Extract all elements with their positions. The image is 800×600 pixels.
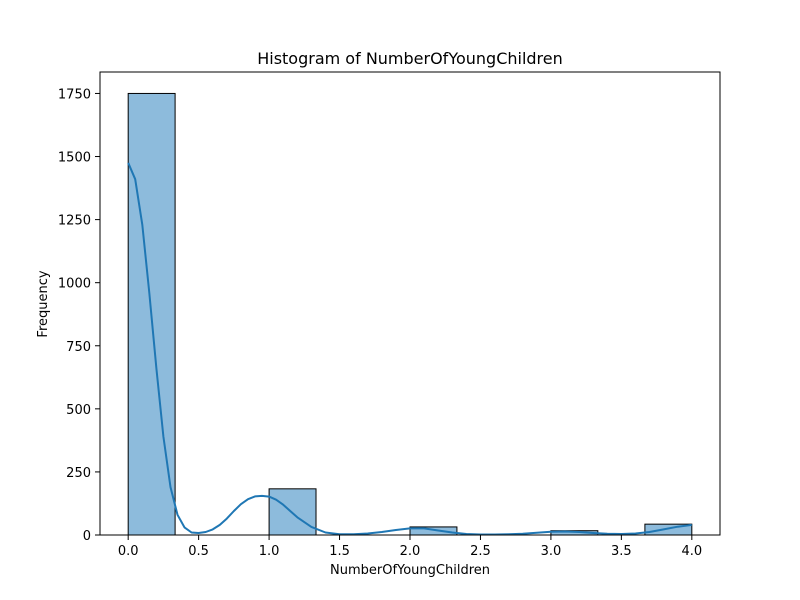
x-axis-ticks: 0.0 0.5 1.0 1.5 2.0 2.5 3.0 3.5 4.0 [118, 535, 702, 559]
kde-curve [127, 162, 692, 536]
bars-layer [127, 92, 693, 536]
y-tick-label: 500 [66, 403, 91, 418]
y-tick-label: 750 [66, 340, 91, 355]
y-tick-label: 1000 [58, 277, 91, 292]
y-tick-label: 1500 [58, 151, 91, 166]
x-tick-label: 1.5 [329, 544, 350, 559]
x-tick-label: 3.5 [611, 544, 632, 559]
y-tick-label: 250 [66, 466, 91, 481]
chart-title: Histogram of NumberOfYoungChildren [257, 49, 563, 68]
x-tick-label: 0.5 [188, 544, 209, 559]
x-tick-label: 4.0 [681, 544, 702, 559]
x-tick-label: 3.0 [541, 544, 562, 559]
x-tick-label: 2.0 [400, 544, 421, 559]
y-tick-label: 1750 [58, 87, 91, 102]
x-tick-label: 2.5 [470, 544, 491, 559]
plot-area-frame [99, 71, 721, 536]
y-tick-label: 0 [83, 529, 91, 544]
x-tick-label: 1.0 [259, 544, 280, 559]
x-axis-label: NumberOfYoungChildren [330, 563, 490, 578]
y-tick-label: 1250 [58, 214, 91, 229]
y-axis-label: Frequency [36, 270, 51, 337]
y-axis-ticks: 0 250 500 750 1000 1250 1500 1750 [58, 87, 100, 544]
x-tick-label: 0.0 [118, 544, 139, 559]
